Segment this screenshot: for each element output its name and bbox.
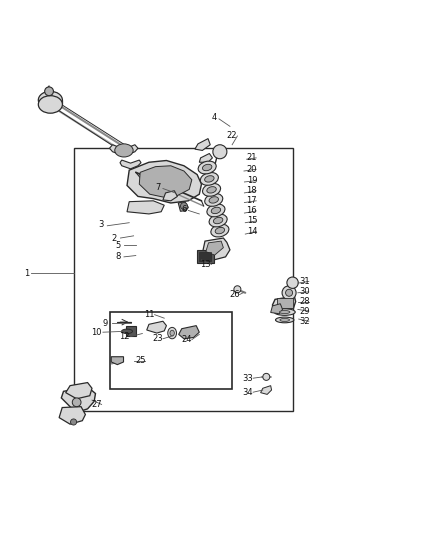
- Bar: [199, 253, 211, 261]
- Text: 6: 6: [181, 205, 187, 214]
- Circle shape: [180, 203, 187, 209]
- Text: 2: 2: [111, 233, 117, 243]
- Ellipse shape: [205, 176, 214, 182]
- Ellipse shape: [209, 214, 227, 227]
- Ellipse shape: [115, 144, 133, 157]
- Circle shape: [213, 145, 227, 159]
- Text: 14: 14: [247, 227, 257, 236]
- Ellipse shape: [202, 164, 212, 171]
- Bar: [197, 250, 214, 263]
- Text: 21: 21: [247, 154, 257, 163]
- Text: 15: 15: [247, 216, 257, 225]
- Text: 30: 30: [299, 287, 310, 296]
- Text: 31: 31: [299, 277, 310, 286]
- Text: 29: 29: [299, 306, 310, 316]
- Text: 32: 32: [299, 317, 310, 326]
- Polygon shape: [178, 201, 188, 211]
- Text: 18: 18: [247, 186, 257, 195]
- Bar: [277, 298, 293, 308]
- Circle shape: [234, 286, 241, 293]
- Text: 23: 23: [152, 334, 163, 343]
- Text: 17: 17: [247, 196, 257, 205]
- Polygon shape: [61, 387, 95, 411]
- Polygon shape: [261, 386, 272, 394]
- Text: 19: 19: [247, 176, 257, 185]
- Text: 8: 8: [116, 252, 121, 261]
- Text: 16: 16: [247, 206, 257, 215]
- Polygon shape: [110, 145, 138, 156]
- Text: 9: 9: [102, 319, 108, 328]
- Polygon shape: [199, 154, 212, 162]
- Polygon shape: [66, 383, 92, 399]
- Text: 12: 12: [120, 332, 130, 341]
- Polygon shape: [147, 321, 166, 333]
- Ellipse shape: [279, 311, 290, 313]
- Ellipse shape: [198, 161, 216, 174]
- Polygon shape: [59, 407, 85, 424]
- Text: 11: 11: [144, 310, 154, 319]
- Bar: [74, 148, 293, 411]
- Polygon shape: [127, 201, 164, 214]
- Polygon shape: [139, 166, 192, 197]
- Text: 34: 34: [242, 387, 253, 397]
- Text: 28: 28: [299, 297, 310, 306]
- Ellipse shape: [280, 318, 290, 321]
- Text: 26: 26: [229, 290, 240, 299]
- Text: 25: 25: [135, 356, 145, 365]
- Text: 1: 1: [24, 269, 29, 278]
- Polygon shape: [120, 160, 141, 169]
- Text: 33: 33: [242, 374, 253, 383]
- Polygon shape: [206, 241, 223, 255]
- Text: 13: 13: [201, 260, 211, 269]
- Text: 24: 24: [181, 335, 191, 344]
- Ellipse shape: [215, 228, 225, 234]
- Text: 10: 10: [91, 328, 102, 337]
- Polygon shape: [202, 238, 230, 260]
- Bar: [126, 326, 136, 336]
- Ellipse shape: [207, 204, 225, 217]
- Polygon shape: [163, 191, 177, 201]
- Text: 27: 27: [91, 400, 102, 409]
- Circle shape: [263, 374, 270, 381]
- Ellipse shape: [168, 327, 177, 339]
- Ellipse shape: [276, 317, 294, 323]
- Ellipse shape: [170, 330, 174, 336]
- Circle shape: [286, 289, 293, 296]
- Polygon shape: [271, 304, 283, 314]
- Ellipse shape: [39, 91, 63, 109]
- Circle shape: [72, 398, 81, 407]
- Ellipse shape: [207, 187, 216, 193]
- Ellipse shape: [274, 309, 295, 316]
- Ellipse shape: [205, 193, 223, 206]
- Text: 20: 20: [247, 165, 257, 174]
- Circle shape: [71, 419, 77, 425]
- Circle shape: [287, 277, 298, 288]
- Ellipse shape: [39, 96, 63, 113]
- Polygon shape: [127, 160, 201, 203]
- Circle shape: [45, 87, 53, 96]
- Text: 5: 5: [116, 241, 121, 250]
- Text: 3: 3: [98, 220, 103, 229]
- Polygon shape: [179, 326, 199, 339]
- Circle shape: [282, 286, 296, 300]
- Ellipse shape: [211, 207, 221, 214]
- Ellipse shape: [209, 197, 219, 203]
- Text: 7: 7: [155, 183, 160, 192]
- Text: 4: 4: [212, 113, 217, 122]
- Polygon shape: [195, 139, 210, 150]
- Ellipse shape: [121, 329, 132, 334]
- Polygon shape: [272, 296, 296, 310]
- Ellipse shape: [211, 224, 229, 237]
- Ellipse shape: [200, 173, 219, 185]
- Bar: [110, 312, 232, 389]
- Ellipse shape: [213, 217, 223, 224]
- Polygon shape: [111, 357, 124, 365]
- Text: 22: 22: [227, 131, 237, 140]
- Ellipse shape: [202, 183, 221, 196]
